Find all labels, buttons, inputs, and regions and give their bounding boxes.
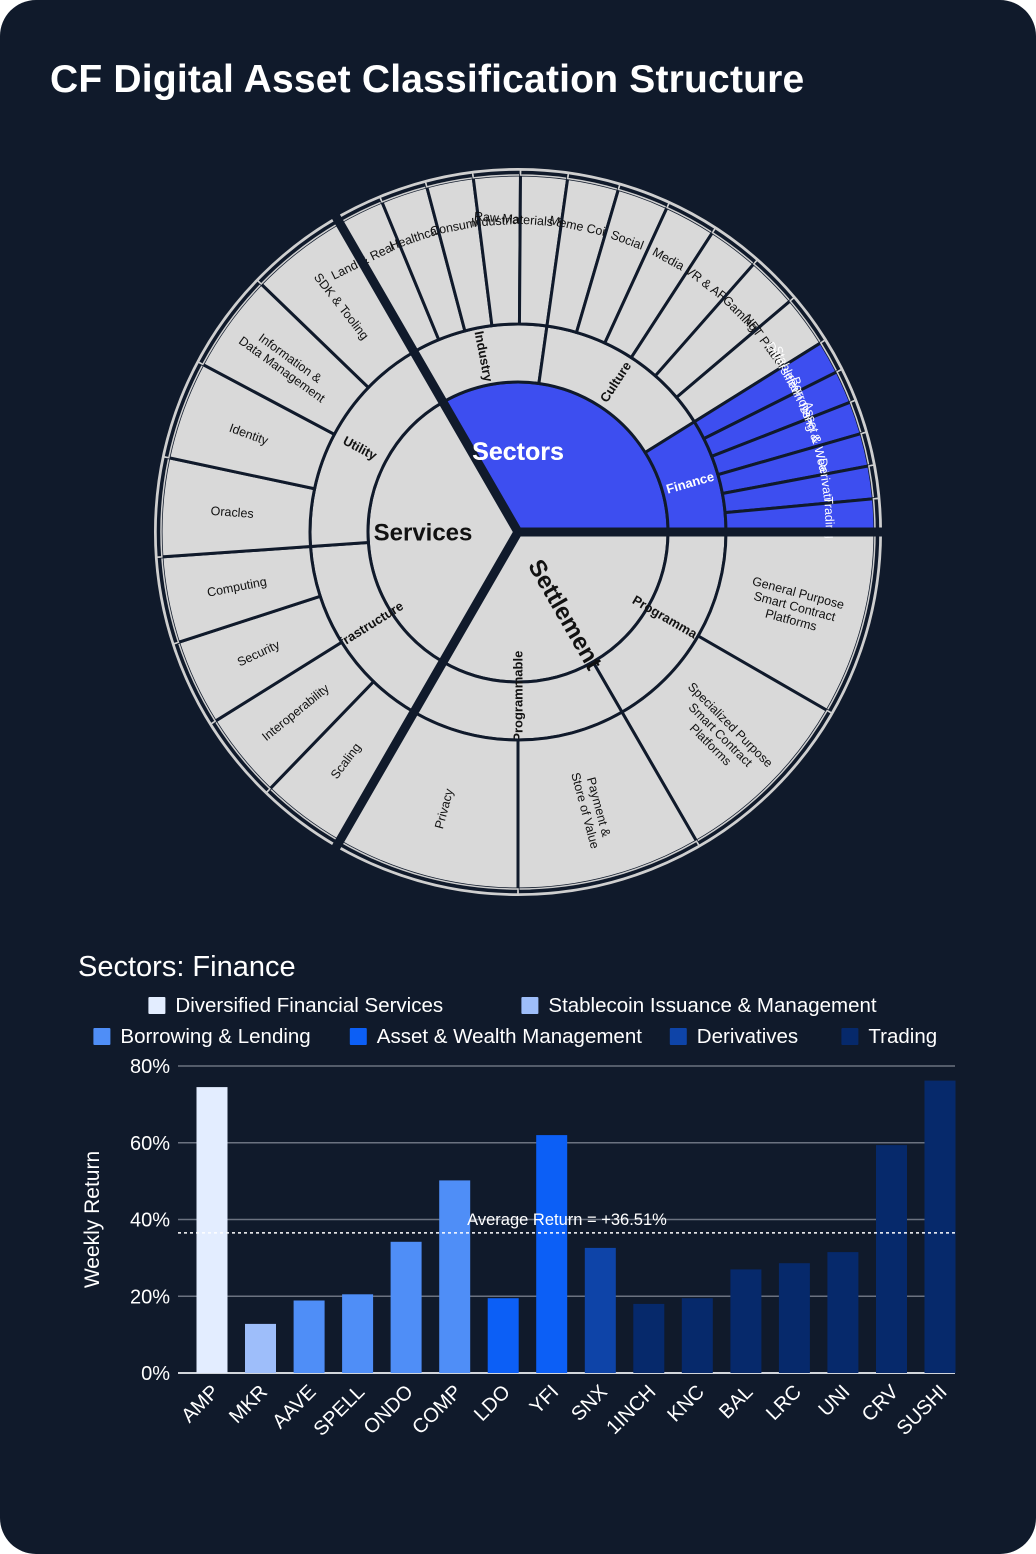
bar-lrc[interactable] xyxy=(778,1263,810,1373)
bar-amp[interactable] xyxy=(196,1087,228,1373)
group-divider xyxy=(331,212,522,535)
bar-uni[interactable] xyxy=(827,1252,859,1373)
bar-knc[interactable] xyxy=(681,1298,713,1373)
x-tick-label-ondo: ONDO xyxy=(360,1381,418,1439)
legend-swatch-derivatives xyxy=(669,1028,687,1045)
legend-swatch-borrowing-lending xyxy=(93,1028,111,1045)
legend-swatch-trading xyxy=(841,1028,859,1045)
y-tick-label: 40% xyxy=(130,1210,170,1232)
bar-ldo[interactable] xyxy=(487,1298,519,1373)
x-tick-label-yfi: YFI xyxy=(526,1381,564,1419)
legend-label-borrowing-lending[interactable]: Borrowing & Lending xyxy=(120,1025,310,1048)
x-tick-label-snx: SNX xyxy=(567,1381,612,1426)
legend-swatch-diversified-financial-services xyxy=(148,997,166,1014)
bar-spell[interactable] xyxy=(342,1294,374,1373)
y-tick-label: 60% xyxy=(130,1133,170,1155)
x-tick-label-amp: AMP xyxy=(177,1381,223,1427)
bar-yfi[interactable] xyxy=(536,1135,568,1373)
group-divider xyxy=(331,529,522,852)
center-label: Sectors xyxy=(472,438,564,466)
subsector-label-oracles: Oracles xyxy=(210,504,254,521)
x-tick-label-ldo: LDO xyxy=(470,1381,515,1426)
bar-crv[interactable] xyxy=(876,1145,907,1373)
finance-returns-chart: Sectors: Finance Diversified Financial Se… xyxy=(78,951,956,1441)
legend-swatch-asset-wealth-management xyxy=(349,1028,367,1045)
x-tick-label-knc: KNC xyxy=(663,1381,708,1426)
x-tick-label-1inch: 1INCH xyxy=(602,1381,660,1439)
x-tick-label-comp: COMP xyxy=(408,1381,466,1439)
y-tick-label: 0% xyxy=(141,1363,170,1385)
subsector-rim xyxy=(872,497,881,533)
chart-title: Sectors: Finance xyxy=(78,951,296,983)
x-tick-label-mkr: MKR xyxy=(225,1381,272,1428)
legend-label-stablecoin-issuance-management[interactable]: Stablecoin Issuance & Management xyxy=(548,994,877,1017)
x-tick-label-sushi: SUSHI xyxy=(893,1381,952,1440)
legend-label-diversified-financial-services[interactable]: Diversified Financial Services xyxy=(175,994,443,1017)
y-axis-label: Weekly Return xyxy=(81,1151,104,1288)
bar-bal[interactable] xyxy=(730,1269,762,1373)
bar-ondo[interactable] xyxy=(390,1241,422,1373)
group-label-sectors: Sectors xyxy=(472,438,564,466)
legend-label-asset-wealth-management[interactable]: Asset & Wealth Management xyxy=(377,1025,642,1048)
legend-label-trading[interactable]: Trading xyxy=(868,1025,937,1048)
sector-sunburst: Programmable General PurposeSmart Contrac… xyxy=(154,168,884,896)
y-tick-label: 80% xyxy=(130,1056,170,1078)
subsector-label-industrials: Industrials xyxy=(471,212,529,229)
average-label: Average Return = +36.51% xyxy=(467,1211,667,1229)
bar-comp[interactable] xyxy=(439,1180,471,1373)
legend-swatch-stablecoin-issuance-management xyxy=(521,997,539,1014)
x-tick-label-bal: BAL xyxy=(715,1381,757,1423)
legend-label-derivatives[interactable]: Derivatives xyxy=(697,1025,798,1048)
page-title: CF Digital Asset Classification Structur… xyxy=(50,58,805,101)
x-tick-label-lrc: LRC xyxy=(762,1381,806,1425)
bar-1inch[interactable] xyxy=(633,1303,665,1373)
bar-mkr[interactable] xyxy=(245,1323,276,1373)
y-tick-label: 20% xyxy=(130,1286,170,1308)
bar-aave[interactable] xyxy=(293,1300,325,1374)
x-tick-label-uni: UNI xyxy=(815,1381,855,1421)
bar-sushi[interactable] xyxy=(924,1080,956,1373)
x-tick-label-spell: SPELL xyxy=(310,1381,370,1441)
bar-snx[interactable] xyxy=(584,1247,616,1373)
group-label-services: Services xyxy=(374,519,473,546)
